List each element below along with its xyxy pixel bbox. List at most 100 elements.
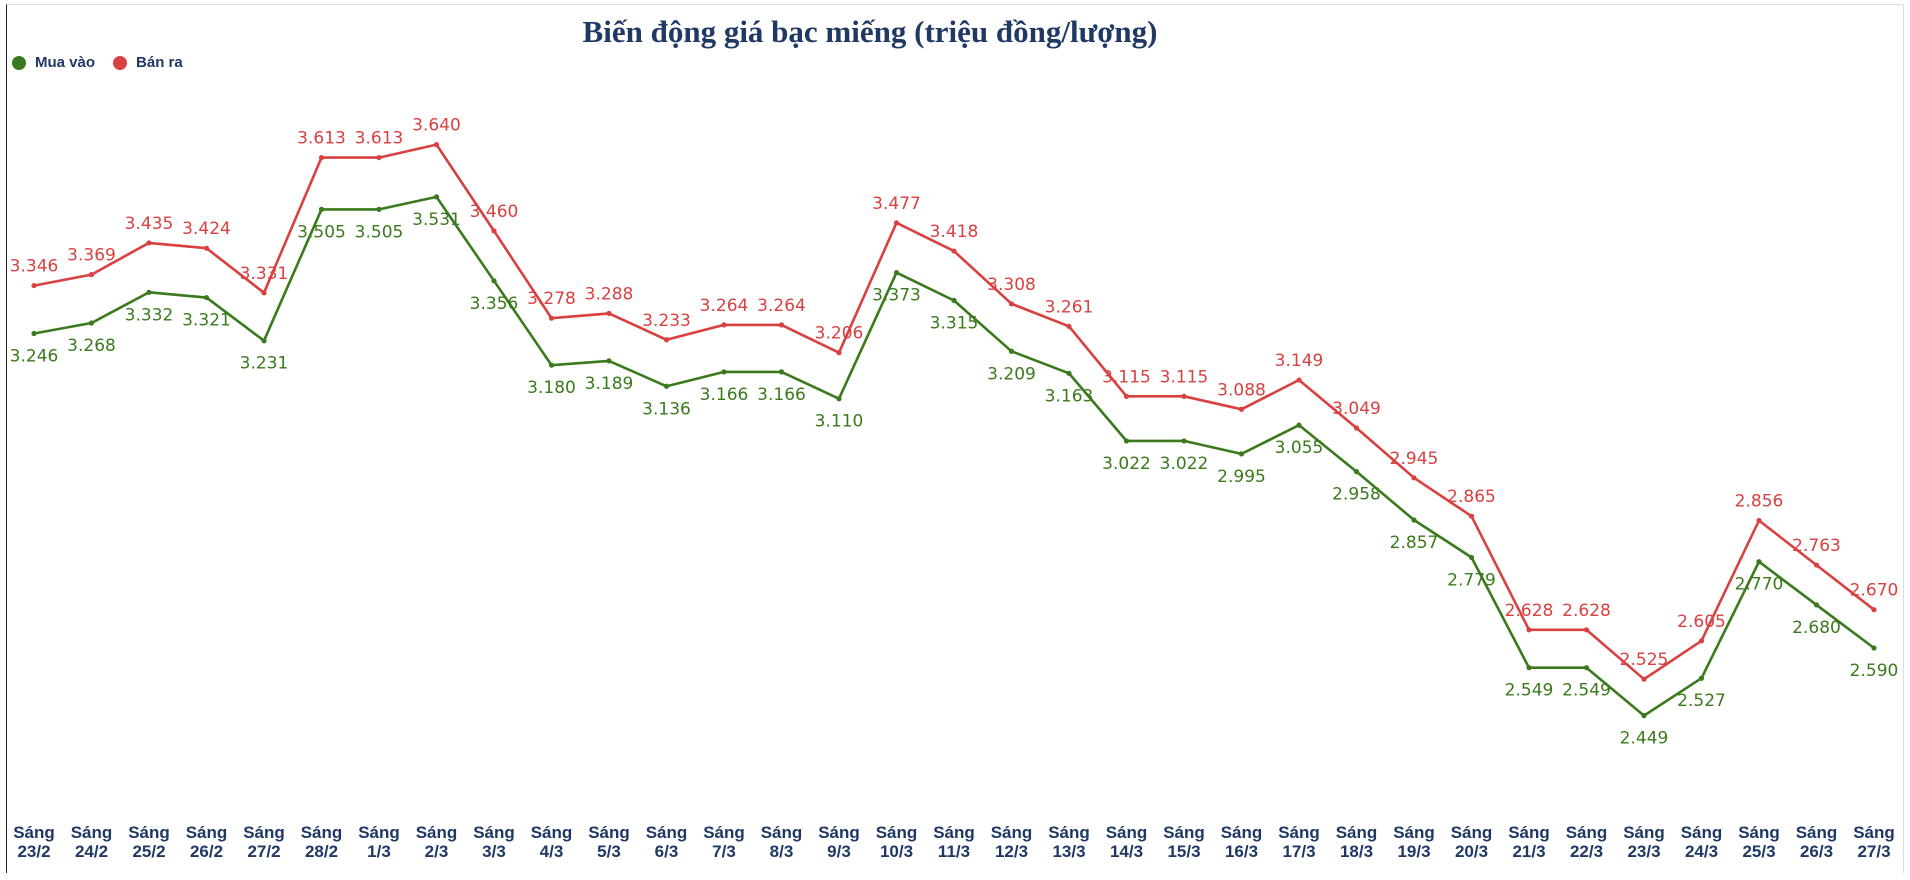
data-point-sell [1238, 406, 1245, 412]
data-label-buy: 3.505 [297, 222, 346, 242]
data-label-sell: 3.261 [1045, 297, 1094, 317]
x-tick-label: Sáng 25/2 [128, 823, 170, 861]
data-label-buy: 2.857 [1390, 533, 1439, 553]
data-label-buy: 3.022 [1102, 454, 1151, 474]
data-point-sell [1583, 627, 1590, 633]
data-point-buy [663, 383, 670, 389]
legend-item-buy: Mua vào [12, 54, 95, 71]
data-point-buy [548, 362, 555, 368]
data-point-sell [663, 337, 670, 343]
data-label-buy: 2.680 [1792, 618, 1841, 638]
data-point-buy [318, 206, 325, 212]
legend-marker-sell [113, 55, 128, 70]
data-label-sell: 3.640 [412, 116, 461, 136]
data-point-sell [491, 228, 497, 234]
chart-frame [6, 4, 1904, 873]
x-tick-label: Sáng 2/3 [416, 823, 458, 861]
x-tick-label: Sáng 18/3 [1336, 823, 1378, 861]
data-point-sell [1756, 517, 1762, 524]
data-point-buy [1181, 438, 1187, 444]
data-point-sell [1066, 323, 1072, 329]
data-label-sell: 3.418 [930, 222, 979, 242]
data-point-sell [1641, 676, 1647, 682]
data-point-buy [203, 294, 210, 301]
x-tick-label: Sáng 26/2 [186, 823, 228, 861]
data-label-sell: 3.424 [182, 219, 231, 239]
data-label-buy: 3.163 [1045, 386, 1094, 406]
data-point-buy [1353, 469, 1360, 475]
data-label-buy: 3.209 [987, 364, 1036, 384]
data-point-buy [1411, 517, 1417, 523]
data-label-buy: 3.166 [700, 385, 749, 405]
data-point-sell [146, 240, 152, 246]
x-tick-label: Sáng 8/3 [761, 823, 803, 861]
data-label-sell: 3.049 [1332, 399, 1381, 419]
data-point-sell [606, 310, 612, 316]
data-label-buy: 2.995 [1217, 467, 1266, 487]
data-label-sell: 3.088 [1217, 380, 1266, 400]
data-label-buy: 3.180 [527, 378, 576, 398]
data-label-buy: 2.958 [1332, 485, 1381, 505]
data-label-sell: 3.115 [1102, 367, 1151, 387]
data-point-buy [1238, 451, 1245, 457]
data-label-sell: 2.628 [1505, 601, 1554, 621]
data-label-buy: 3.315 [930, 313, 979, 333]
data-label-buy: 3.373 [872, 286, 921, 306]
data-point-sell [1813, 562, 1820, 568]
data-point-sell [433, 142, 440, 148]
data-label-buy: 3.110 [815, 412, 864, 432]
chart-title: Biến động giá bạc miếng (triệu đồng/lượn… [582, 14, 1158, 49]
x-tick-label: Sáng 26/3 [1796, 823, 1838, 861]
data-point-sell [778, 322, 785, 328]
data-point-buy [778, 369, 785, 375]
x-tick-label: Sáng 11/3 [933, 823, 975, 861]
data-point-sell [318, 154, 325, 161]
data-label-sell: 2.525 [1620, 650, 1669, 670]
data-point-buy [261, 338, 267, 344]
data-point-buy [1583, 665, 1590, 671]
data-point-sell [203, 245, 210, 251]
data-label-buy: 2.779 [1447, 570, 1496, 590]
data-point-buy [1066, 370, 1072, 376]
x-tick-label: Sáng 7/3 [703, 823, 745, 861]
data-label-sell: 3.331 [240, 264, 289, 284]
data-label-buy: 3.231 [240, 354, 289, 374]
data-label-sell: 2.865 [1447, 487, 1496, 507]
data-point-sell [376, 154, 382, 161]
data-point-buy [491, 278, 497, 284]
data-point-buy [1526, 665, 1532, 671]
data-label-buy: 3.321 [182, 311, 231, 331]
data-point-buy [1698, 675, 1705, 681]
data-point-buy [88, 320, 95, 326]
data-label-sell: 3.264 [700, 296, 749, 316]
data-point-buy [1468, 554, 1475, 561]
data-label-sell: 2.605 [1677, 612, 1726, 632]
data-label-sell: 3.115 [1160, 367, 1209, 387]
data-point-sell [1296, 377, 1302, 383]
data-label-buy: 3.332 [125, 305, 174, 325]
x-tick-label: Sáng 10/3 [876, 823, 918, 861]
data-label-sell: 3.369 [67, 246, 116, 266]
data-point-buy [606, 358, 612, 364]
x-tick-label: Sáng 24/2 [71, 823, 113, 861]
data-label-sell: 2.945 [1390, 449, 1439, 469]
x-tick-label: Sáng 22/3 [1566, 823, 1608, 861]
x-tick-label: Sáng 27/3 [1853, 823, 1895, 861]
data-label-buy: 2.770 [1735, 575, 1784, 595]
x-tick-label: Sáng 14/3 [1106, 823, 1148, 861]
data-point-buy [146, 289, 152, 295]
data-point-sell [1526, 627, 1532, 633]
x-tick-label: Sáng 9/3 [818, 823, 860, 861]
data-point-sell [1411, 475, 1417, 481]
data-point-sell [1008, 301, 1015, 307]
data-label-buy: 2.549 [1505, 681, 1554, 701]
data-point-sell [1181, 393, 1187, 399]
data-point-buy [1296, 422, 1302, 428]
data-point-buy [31, 330, 37, 337]
data-point-sell [548, 315, 555, 321]
data-point-sell [1123, 393, 1130, 399]
data-point-buy [1756, 559, 1762, 565]
data-point-buy [376, 206, 382, 212]
data-label-buy: 3.166 [757, 385, 806, 405]
data-label-buy: 2.449 [1620, 729, 1669, 749]
